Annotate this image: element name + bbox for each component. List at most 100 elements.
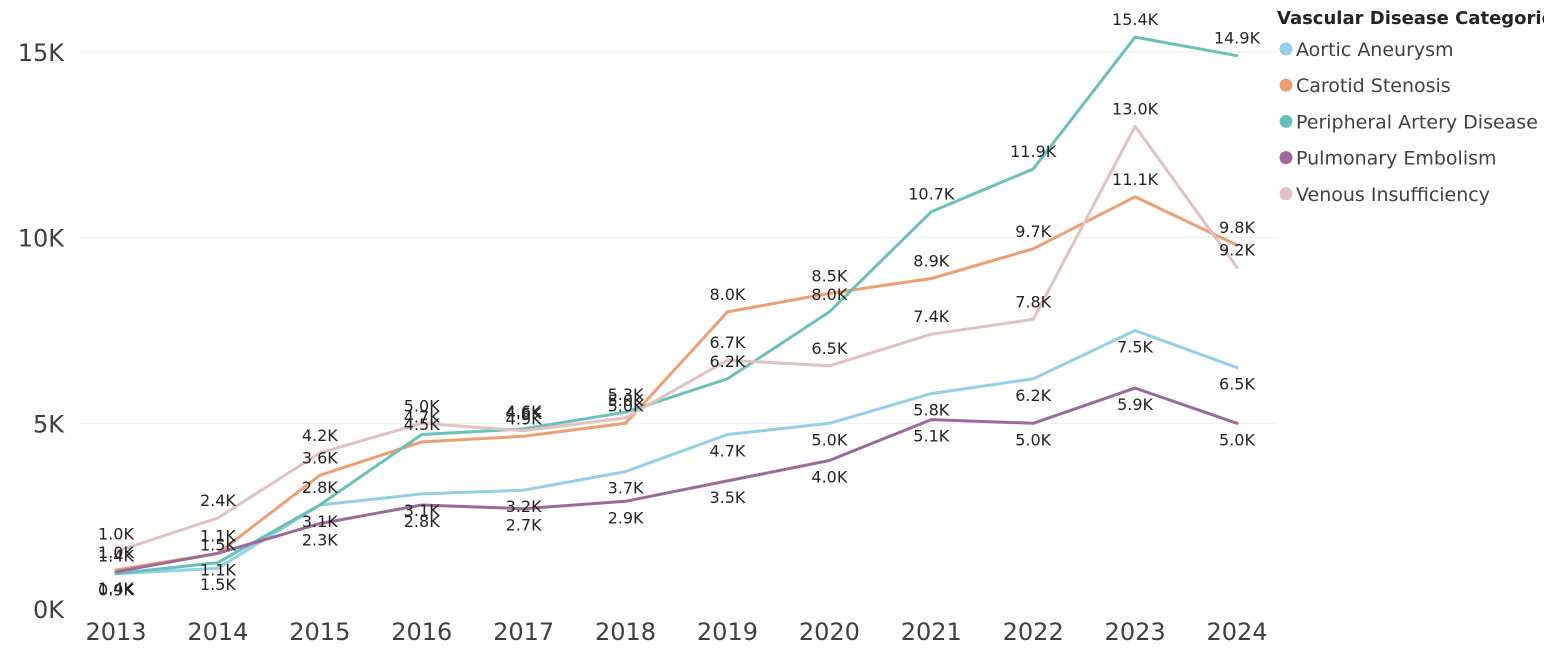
data-label: 3.6K [302, 448, 338, 467]
data-label: 6.5K [1219, 375, 1255, 394]
data-label: 5.8K [913, 401, 949, 420]
data-label: 9.8K [1219, 218, 1255, 237]
data-label: 4.6K [506, 402, 542, 421]
data-label: 4.7K [404, 407, 440, 426]
data-label: 14.9K [1214, 29, 1261, 48]
legend-marker [1279, 42, 1293, 56]
y-tick-label: 0K [33, 596, 65, 624]
data-label: 8.5K [811, 266, 847, 285]
x-tick-label: 2018 [595, 618, 656, 646]
x-tick-label: 2014 [187, 618, 248, 646]
data-label: 5.0K [1219, 430, 1255, 449]
legend[interactable]: Vascular Disease Categories Aortic Aneur… [1277, 8, 1544, 206]
data-label: 5.0K [608, 396, 644, 415]
data-label: 3.5K [709, 488, 745, 507]
x-tick-label: 2021 [901, 618, 962, 646]
series-line-1 [114, 195, 1239, 572]
data-label: 2.9K [608, 508, 644, 527]
data-label: 5.0K [1015, 430, 1051, 449]
data-label: 1.1K [200, 560, 236, 579]
legend-title: Vascular Disease Categories [1277, 8, 1544, 29]
data-label: 1.1K [200, 526, 236, 545]
data-label: 8.9K [913, 252, 949, 271]
data-label: 4.6K [506, 404, 542, 423]
data-label: 5.9K [1117, 395, 1153, 414]
legend-marker [1279, 151, 1293, 165]
gridlines [80, 51, 1278, 424]
data-label: 3.7K [608, 479, 644, 498]
data-label: 5.3K [608, 385, 644, 404]
legend-item[interactable]: Peripheral Artery Disease [1279, 111, 1538, 133]
data-label: 4.9K [506, 409, 542, 428]
data-label: 1.5K [200, 536, 236, 555]
y-axis: 0K 5K 10K 15K [18, 39, 66, 624]
legend-items[interactable]: Aortic Aneurysm Carotid Stenosis Periphera… [1279, 39, 1538, 206]
data-label: 6.2K [1015, 386, 1051, 405]
data-label: 0.9K [98, 581, 134, 600]
data-label: 3.1K [404, 501, 440, 520]
data-label: 4.7K [709, 441, 745, 460]
data-label: 6.5K [811, 339, 847, 358]
data-label: 11.1K [1112, 170, 1159, 189]
data-label: 1.0K [98, 543, 134, 562]
data-label: 10.7K [908, 185, 955, 204]
x-tick-label: 2013 [85, 618, 146, 646]
data-label: 1.0K [98, 524, 134, 543]
legend-marker [1279, 114, 1293, 128]
legend-label: Venous Insufficiency [1296, 184, 1490, 206]
data-label: 11.9K [1010, 142, 1057, 161]
legend-marker [1279, 187, 1293, 201]
data-label: 3.2K [506, 497, 542, 516]
legend-item[interactable]: Pulmonary Embolism [1279, 148, 1497, 170]
data-label: 5.0K [404, 396, 440, 415]
data-label: 2.7K [506, 516, 542, 535]
data-label: 7.8K [1015, 292, 1051, 311]
data-label: 1.4K [98, 547, 134, 566]
data-label: 1.4K [98, 579, 134, 598]
data-label: 15.4K [1112, 10, 1159, 29]
x-tick-label: 2015 [289, 618, 350, 646]
legend-label: Carotid Stenosis [1296, 75, 1451, 97]
x-tick-label: 2016 [391, 618, 452, 646]
legend-marker [1279, 78, 1293, 92]
legend-label: Pulmonary Embolism [1296, 148, 1497, 170]
data-label: 13.0K [1112, 99, 1159, 118]
x-axis: 2013 2014 2015 2016 2017 2018 2019 2020 2021 2022… [85, 618, 1267, 646]
data-label: 7.4K [913, 307, 949, 326]
data-label: 8.0K [811, 285, 847, 304]
data-label: 4.2K [302, 426, 338, 445]
y-tick-label: 10K [18, 225, 66, 253]
series-line-3 [114, 386, 1239, 574]
legend-item[interactable]: Carotid Stenosis [1279, 75, 1451, 97]
y-tick-label: 5K [33, 410, 65, 438]
x-tick-label: 2022 [1003, 618, 1064, 646]
legend-label: Aortic Aneurysm [1296, 39, 1454, 61]
data-label: 8.0K [709, 285, 745, 304]
x-tick-label: 2023 [1105, 618, 1166, 646]
data-label: 2.8K [404, 512, 440, 531]
x-tick-label: 2017 [493, 618, 554, 646]
data-label: 2.4K [200, 491, 236, 510]
x-tick-label: 2019 [697, 618, 758, 646]
data-label: 2.8K [302, 478, 338, 497]
y-tick-label: 15K [18, 39, 66, 67]
x-tick-label: 2020 [799, 618, 860, 646]
data-label: 5.0K [811, 430, 847, 449]
data-label: 6.7K [709, 333, 745, 352]
data-label: 7.5K [1117, 338, 1153, 357]
data-label: 3.1K [302, 512, 338, 531]
legend-label: Peripheral Artery Disease [1296, 111, 1538, 133]
series-line-4 [114, 124, 1239, 553]
data-label: 5.0K [608, 391, 644, 410]
data-labels: 0.9K 1.5K3.1K3.1K 3.2K3.7K4.7K5.0K5.8K6.2K… [98, 10, 1261, 600]
data-label: 4.0K [811, 467, 847, 486]
data-label: 1.5K [200, 575, 236, 594]
series-line-2 [114, 35, 1239, 576]
data-label: 6.2K [709, 352, 745, 371]
data-label: 9.7K [1015, 222, 1051, 241]
legend-item[interactable]: Aortic Aneurysm [1279, 39, 1454, 61]
data-label: 5.1K [913, 427, 949, 446]
series-lines [114, 35, 1239, 576]
legend-item[interactable]: Venous Insufficiency [1279, 184, 1490, 206]
